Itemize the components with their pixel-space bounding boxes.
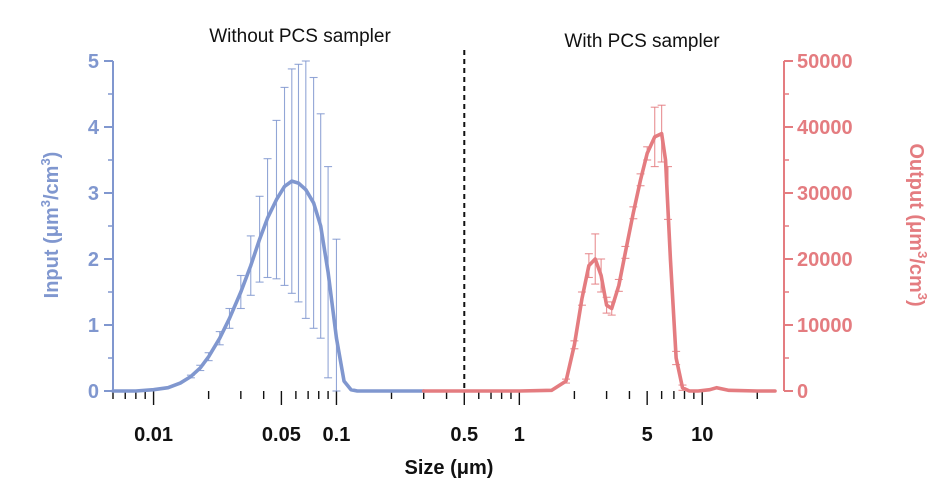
annotation-without-pcs: Without PCS sampler — [209, 26, 391, 47]
series-right — [421, 104, 777, 393]
left-label-mid: /cm — [41, 166, 63, 200]
left-label-main: Input (μm — [41, 207, 63, 298]
right-axis-tick-label: 40000 — [797, 117, 853, 139]
right-axis-label: Output (μm3/cm3) — [905, 143, 930, 306]
x-axis-tick-label: 0.01 — [134, 424, 173, 446]
right-label-mid: /cm — [905, 258, 927, 292]
left-label-sup1: 3 — [38, 200, 53, 207]
left-axis-tick-label: 1 — [88, 315, 99, 337]
series-line — [421, 131, 777, 393]
right-label-end: ) — [905, 300, 927, 307]
left-axis-tick-label: 2 — [88, 249, 99, 271]
x-axis: 0.01 0.05 0.1 0.5 1 5 10 — [112, 391, 758, 446]
left-axis-label: Input (μm3/cm3) — [38, 152, 63, 299]
left-y-axis: 0 1 2 3 4 5 — [88, 51, 114, 403]
series-line — [111, 179, 426, 393]
x-axis-label: Size (μm) — [405, 457, 494, 479]
right-axis-tick-label: 50000 — [797, 51, 853, 73]
left-label-end: ) — [41, 152, 63, 159]
series-left — [111, 60, 426, 393]
right-label-sup1: 3 — [915, 251, 930, 258]
right-axis-tick-label: 20000 — [797, 249, 853, 271]
right-y-axis: 0 10000 20000 30000 40000 50000 — [783, 51, 853, 403]
x-axis-tick-label: 0.1 — [323, 424, 351, 446]
right-axis-tick-label: 10000 — [797, 315, 853, 337]
x-axis-tick-label: 0.05 — [262, 424, 301, 446]
right-label-main: Output (μm — [905, 143, 927, 251]
left-axis-tick-label: 3 — [88, 183, 99, 205]
x-axis-tick-label: 10 — [691, 424, 713, 446]
x-axis-tick-label: 1 — [514, 424, 525, 446]
left-axis-tick-label: 0 — [88, 381, 99, 403]
left-label-sup2: 3 — [38, 158, 53, 165]
left-axis-tick-label: 5 — [88, 51, 99, 73]
annotation-with-pcs: With PCS sampler — [564, 31, 720, 52]
x-axis-tick-label: 5 — [642, 424, 653, 446]
series-layer — [111, 60, 777, 393]
x-axis-tick-label: 0.5 — [450, 424, 478, 446]
right-axis-tick-label: 30000 — [797, 183, 853, 205]
right-label-sup2: 3 — [915, 293, 930, 300]
right-axis-tick-label: 0 — [797, 381, 808, 403]
left-axis-tick-label: 4 — [88, 117, 100, 139]
